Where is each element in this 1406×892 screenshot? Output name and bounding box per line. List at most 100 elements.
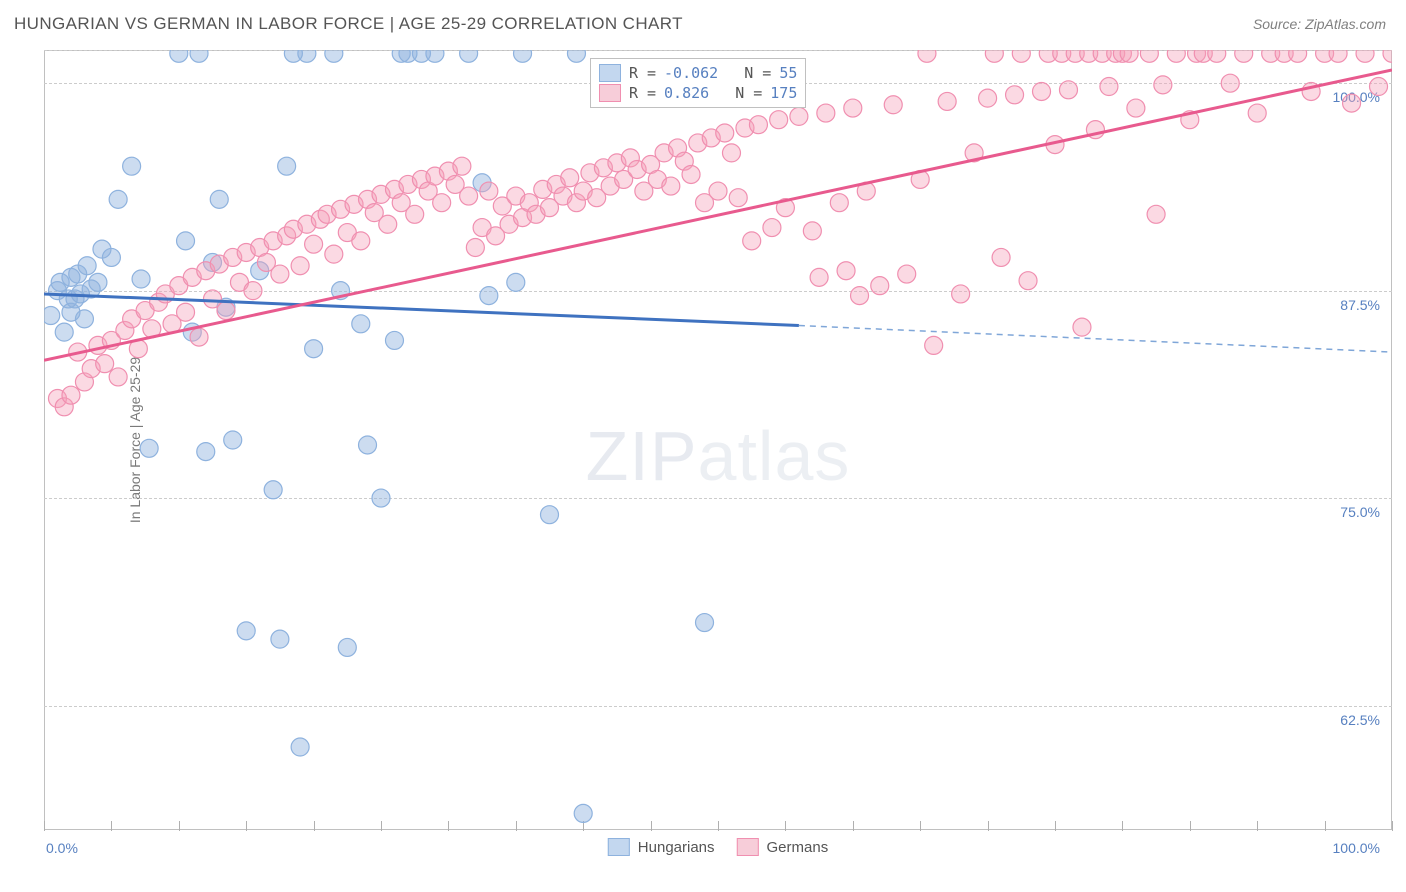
scatter-point bbox=[466, 238, 484, 256]
scatter-point bbox=[44, 307, 60, 325]
scatter-point bbox=[722, 144, 740, 162]
trend-line bbox=[44, 70, 1392, 360]
scatter-point bbox=[1140, 50, 1158, 62]
scatter-point bbox=[1127, 99, 1145, 117]
scatter-point bbox=[743, 232, 761, 250]
scatter-point bbox=[102, 248, 120, 266]
scatter-point bbox=[352, 315, 370, 333]
scatter-point bbox=[244, 282, 262, 300]
scatter-point bbox=[574, 804, 592, 822]
scatter-point bbox=[359, 436, 377, 454]
legend-r-label: R = bbox=[629, 84, 656, 102]
legend-swatch bbox=[599, 64, 621, 82]
scatter-point bbox=[453, 157, 471, 175]
scatter-point bbox=[696, 614, 714, 632]
scatter-point bbox=[1059, 81, 1077, 99]
legend-r-label: R = bbox=[629, 64, 656, 82]
scatter-point bbox=[514, 50, 532, 62]
scatter-point bbox=[1019, 272, 1037, 290]
x-tick-label: 0.0% bbox=[46, 840, 78, 856]
scatter-point bbox=[197, 443, 215, 461]
scatter-point bbox=[1370, 78, 1388, 96]
scatter-point bbox=[507, 273, 525, 291]
scatter-point bbox=[918, 50, 936, 62]
scatter-point bbox=[1356, 50, 1374, 62]
legend-n-value: 55 bbox=[779, 64, 797, 82]
scatter-point bbox=[729, 189, 747, 207]
scatter-point bbox=[271, 265, 289, 283]
legend-swatch bbox=[599, 84, 621, 102]
scatter-point bbox=[109, 368, 127, 386]
legend-correlation: R =-0.062N = 55R = 0.826N =175 bbox=[590, 58, 806, 108]
scatter-point bbox=[338, 638, 356, 656]
legend-swatch bbox=[608, 838, 630, 856]
scatter-point bbox=[190, 50, 208, 62]
scatter-point bbox=[898, 265, 916, 283]
scatter-point bbox=[1167, 50, 1185, 62]
scatter-point bbox=[884, 96, 902, 114]
scatter-point bbox=[1073, 318, 1091, 336]
scatter-point bbox=[1033, 82, 1051, 100]
scatter-point bbox=[1383, 50, 1392, 62]
chart-source: Source: ZipAtlas.com bbox=[1253, 16, 1386, 32]
scatter-point bbox=[716, 124, 734, 142]
legend-correlation-row: R =-0.062N = 55 bbox=[599, 63, 797, 83]
scatter-point bbox=[1289, 50, 1307, 62]
scatter-point bbox=[790, 107, 808, 125]
scatter-point bbox=[123, 157, 141, 175]
scatter-point bbox=[140, 439, 158, 457]
scatter-point bbox=[177, 303, 195, 321]
scatter-point bbox=[979, 89, 997, 107]
trend-line-dashed bbox=[799, 325, 1392, 352]
scatter-point bbox=[305, 340, 323, 358]
scatter-point bbox=[1329, 50, 1347, 62]
scatter-point bbox=[837, 262, 855, 280]
scatter-point bbox=[109, 190, 127, 208]
scatter-point bbox=[770, 111, 788, 129]
scatter-point bbox=[851, 287, 869, 305]
legend-n-value: 175 bbox=[770, 84, 797, 102]
scatter-point bbox=[372, 489, 390, 507]
scatter-point bbox=[1208, 50, 1226, 62]
scatter-point bbox=[170, 50, 188, 62]
scatter-point bbox=[709, 182, 727, 200]
legend-r-value: 0.826 bbox=[664, 84, 709, 102]
scatter-point bbox=[1006, 86, 1024, 104]
scatter-point bbox=[803, 222, 821, 240]
scatter-point bbox=[938, 92, 956, 110]
scatter-point bbox=[871, 277, 889, 295]
scatter-point bbox=[1248, 104, 1266, 122]
scatter-point bbox=[817, 104, 835, 122]
scatter-point bbox=[379, 215, 397, 233]
legend-r-value: -0.062 bbox=[664, 64, 718, 82]
scatter-point bbox=[1154, 76, 1172, 94]
x-tick bbox=[1392, 821, 1393, 831]
scatter-point bbox=[385, 331, 403, 349]
scatter-point bbox=[406, 205, 424, 223]
scatter-point bbox=[810, 268, 828, 286]
scatter-point bbox=[75, 310, 93, 328]
scatter-point bbox=[264, 481, 282, 499]
scatter-point bbox=[480, 287, 498, 305]
scatter-point bbox=[78, 257, 96, 275]
scatter-point bbox=[985, 50, 1003, 62]
legend-series-label: Hungarians bbox=[638, 839, 715, 856]
scatter-point bbox=[480, 182, 498, 200]
scatter-point bbox=[844, 99, 862, 117]
scatter-point bbox=[305, 235, 323, 253]
scatter-point bbox=[278, 157, 296, 175]
scatter-point bbox=[89, 273, 107, 291]
scatter-point bbox=[291, 738, 309, 756]
scatter-point bbox=[830, 194, 848, 212]
scatter-point bbox=[217, 302, 235, 320]
scatter-point bbox=[1147, 205, 1165, 223]
scatter-point bbox=[271, 630, 289, 648]
scatter-point bbox=[662, 177, 680, 195]
scatter-point bbox=[925, 336, 943, 354]
legend-series-item: Hungarians bbox=[608, 838, 715, 856]
scatter-point bbox=[763, 219, 781, 237]
scatter-point bbox=[1100, 78, 1118, 96]
legend-series-label: Germans bbox=[767, 839, 829, 856]
scatter-point bbox=[237, 622, 255, 640]
scatter-point bbox=[1235, 50, 1253, 62]
